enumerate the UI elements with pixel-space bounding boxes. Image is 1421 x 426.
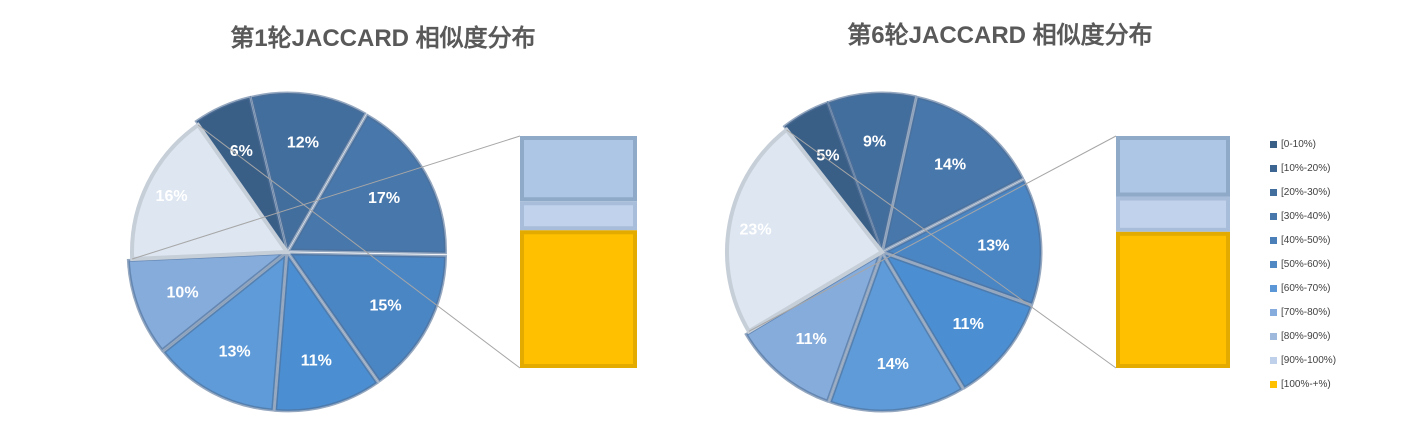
pie-slice-2-5 [881,251,1034,390]
pie-label-1-4: 15% [370,297,402,314]
bar-segment-2-2 [1116,196,1230,232]
legend-label: [50%-60%) [1281,259,1331,270]
legend-swatch [1270,381,1277,388]
pie-label-1-3: 17% [368,190,400,207]
legend-item: [40%-50%) [1270,234,1336,258]
legend-swatch [1270,237,1277,244]
legend: [0-10%) [10%-20%) [20%-30%) [30%-40%) [40%-5… [1270,138,1336,402]
legend-label: [40%-50%) [1281,235,1331,246]
legend-item: [50%-60%) [1270,258,1336,282]
pie-label-2-3: 14% [934,157,966,174]
legend-label: [0-10%) [1281,139,1317,150]
legend-item: [20%-30%) [1270,186,1336,210]
legend-label: [90%-100%) [1281,355,1337,366]
pie-slice-1-6 [161,252,287,412]
legend-label: [80%-90%) [1281,331,1331,342]
legend-swatch [1270,165,1277,172]
pie-label-2-7: 11% [796,331,827,348]
legend-item: [90%-100%) [1270,354,1336,378]
legend-swatch [1270,189,1277,196]
pie-slice-1-5 [274,251,380,413]
pie-slice-1-7 [126,251,288,353]
pie-label-2-4: 13% [977,238,1009,255]
legend-swatch [1270,357,1277,364]
pie-slice-2-3 [882,95,1025,252]
legend-item: [100%-+%) [1270,378,1336,402]
legend-label: [10%-20%) [1281,163,1331,174]
legend-label: [20%-30%) [1281,187,1331,198]
legend-item: [80%-90%) [1270,330,1336,354]
pie-slice-2-6 [828,252,964,413]
pie-label-1-6: 13% [219,344,251,361]
pie-label-2-6: 14% [877,356,909,373]
pie-slice-1-8 [130,122,291,262]
legend-swatch [1270,309,1277,316]
legend-label: [30%-40%) [1281,211,1331,222]
bar-segment-2-1 [1116,136,1230,197]
connector-bottom-2 [786,129,1117,369]
legend-swatch [1270,285,1277,292]
pie-label-2-8: 23% [740,221,772,238]
legend-item: [70%-80%) [1270,306,1336,330]
pie-label-1-1: 6% [230,143,253,160]
legend-item: [60%-70%) [1270,282,1336,306]
legend-label: [70%-80%) [1281,307,1331,318]
chart-title-round-6: 第6轮JACCARD 相似度分布 [847,22,1153,49]
pie-label-2-5: 11% [953,316,984,333]
pie-slice-2-2 [826,91,917,254]
pie-label-2-1: 5% [816,147,839,164]
legend-swatch [1270,333,1277,340]
legend-swatch [1270,141,1277,148]
bar-of-pie-chart-2: 5% 9% 14% 13% 11% 14% 11% 23% [725,91,1230,413]
pie-slice-1-4 [287,252,448,383]
bar-segment-1-2 [520,201,637,231]
pie-slice-2-8 [725,127,885,335]
pie-slice-2-1 [782,100,882,250]
pie-slice-1-1 [194,95,287,250]
pie-slice-2-7 [744,251,883,404]
pie-slice-1-2 [249,91,367,253]
pie-label-1-2: 12% [287,135,319,152]
bar-segment-1-1 [520,136,637,202]
bar-segment-2-3 [1116,231,1230,368]
connector-bottom-1 [197,124,521,369]
pie-label-1-8: 16% [156,188,188,205]
legend-item: [30%-40%) [1270,210,1336,234]
chart-title-round-1: 第1轮JACCARD 相似度分布 [230,25,536,52]
bar-of-pie-chart-1: 6% 12% 17% 15% 11% 13% 10% 16% [126,91,637,413]
legend-swatch [1270,261,1277,268]
pie-label-2-2: 9% [863,134,886,151]
connector-top-2 [748,135,1117,332]
legend-label: [60%-70%) [1281,283,1331,294]
pie-label-1-7: 10% [167,284,199,301]
legend-label: [100%-+%) [1281,379,1331,390]
legend-item: [10%-20%) [1270,162,1336,186]
pie-slice-2-4 [882,178,1043,306]
legend-item: [0-10%) [1270,138,1336,162]
legend-swatch [1270,213,1277,220]
pie-label-1-5: 11% [301,353,332,370]
connector-top-1 [132,135,521,260]
bar-segment-1-3 [520,230,637,368]
